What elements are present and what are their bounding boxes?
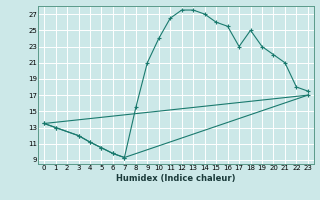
X-axis label: Humidex (Indice chaleur): Humidex (Indice chaleur) bbox=[116, 174, 236, 183]
